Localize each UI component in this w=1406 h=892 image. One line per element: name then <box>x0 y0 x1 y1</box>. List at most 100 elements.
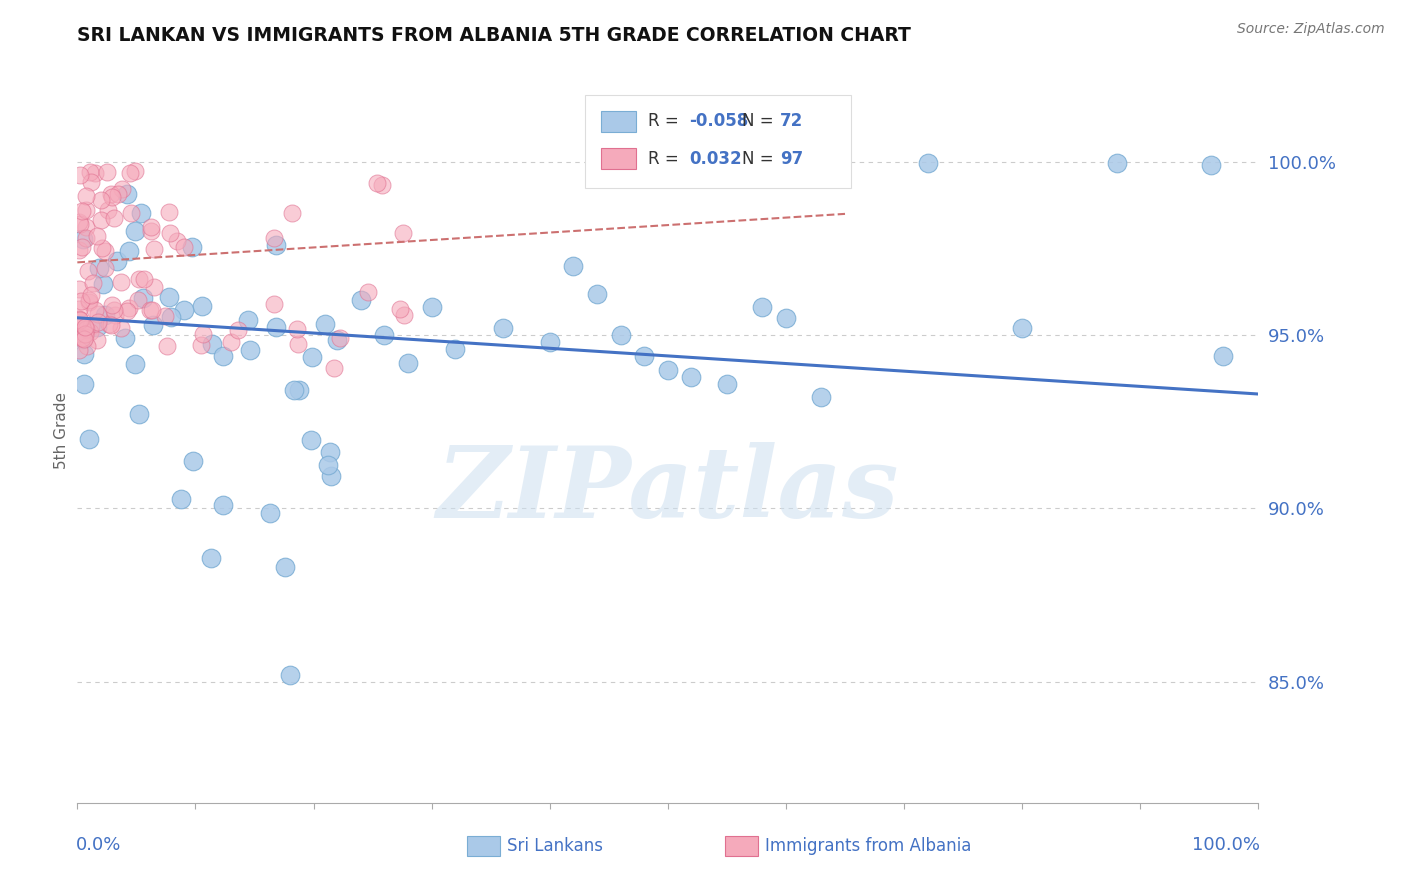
Point <box>93 244 115 259</box>
Point <box>67 243 90 257</box>
Point <box>264 237 287 252</box>
Point <box>87 260 110 275</box>
Point <box>103 303 125 318</box>
Point <box>321 468 343 483</box>
Point <box>169 492 191 507</box>
Point <box>366 176 388 190</box>
Point <box>115 303 138 318</box>
Point <box>75 320 97 334</box>
Point <box>67 301 90 316</box>
Text: Immigrants from Albania: Immigrants from Albania <box>765 837 972 855</box>
Point <box>129 205 152 219</box>
Point <box>183 453 205 467</box>
Point <box>118 301 141 316</box>
Point <box>716 376 738 391</box>
Point <box>105 254 128 268</box>
Point <box>139 224 162 238</box>
Text: 0.0%: 0.0% <box>76 837 121 855</box>
Point <box>371 178 394 192</box>
Point <box>110 276 132 290</box>
Point <box>173 240 195 254</box>
Point <box>97 203 120 218</box>
Point <box>80 318 103 333</box>
FancyBboxPatch shape <box>585 95 851 188</box>
Point <box>586 286 609 301</box>
Point <box>115 187 138 202</box>
Point <box>138 303 160 318</box>
Text: R =: R = <box>648 150 683 168</box>
Text: 100.0%: 100.0% <box>1191 837 1260 855</box>
Point <box>69 168 91 182</box>
Point <box>219 334 242 349</box>
Point <box>326 333 349 347</box>
Point <box>67 343 90 357</box>
Point <box>90 193 112 207</box>
Point <box>444 342 467 356</box>
Point <box>100 187 122 202</box>
Text: SRI LANKAN VS IMMIGRANTS FROM ALBANIA 5TH GRADE CORRELATION CHART: SRI LANKAN VS IMMIGRANTS FROM ALBANIA 5T… <box>77 26 911 45</box>
Text: N =: N = <box>742 150 779 168</box>
Point <box>562 259 585 273</box>
Point <box>392 308 415 322</box>
Text: N =: N = <box>742 112 779 130</box>
Point <box>283 383 305 397</box>
Text: 97: 97 <box>780 150 803 168</box>
Point <box>127 293 149 308</box>
Point <box>86 320 108 334</box>
Text: R =: R = <box>648 112 683 130</box>
Point <box>84 166 107 180</box>
Point <box>111 182 134 196</box>
Point <box>69 293 91 308</box>
Point <box>134 272 156 286</box>
Text: 72: 72 <box>780 112 803 130</box>
Point <box>100 318 122 333</box>
Point <box>299 434 322 448</box>
Point <box>72 347 94 361</box>
Point <box>1105 156 1128 170</box>
Point <box>142 318 165 332</box>
Point <box>388 301 411 316</box>
Point <box>87 307 110 321</box>
Point <box>79 164 101 178</box>
Point <box>67 215 90 229</box>
Point <box>75 220 97 235</box>
Point <box>1212 349 1234 363</box>
Point <box>124 224 146 238</box>
Point <box>132 291 155 305</box>
Point <box>301 350 323 364</box>
Point <box>79 325 101 339</box>
Point <box>80 175 103 189</box>
Point <box>392 226 415 240</box>
Point <box>70 240 93 254</box>
Point <box>201 336 224 351</box>
Point <box>86 229 108 244</box>
Point <box>281 205 304 219</box>
Point <box>77 295 100 310</box>
Point <box>329 330 352 344</box>
Point <box>420 301 443 315</box>
Point <box>73 320 96 334</box>
Point <box>775 310 797 325</box>
Point <box>239 343 262 358</box>
Bar <box>600 148 636 169</box>
Point <box>141 220 163 235</box>
Point <box>77 293 100 308</box>
Point <box>69 313 91 327</box>
Text: 0.032: 0.032 <box>689 150 742 168</box>
Point <box>190 337 212 351</box>
Point <box>810 391 832 405</box>
Point <box>96 165 118 179</box>
Point <box>160 310 183 324</box>
Point <box>212 499 235 513</box>
Point <box>94 260 117 275</box>
Point <box>319 445 342 459</box>
Point <box>264 320 287 334</box>
Point <box>212 349 235 363</box>
Point <box>110 321 132 335</box>
Point <box>94 308 117 322</box>
Point <box>124 358 146 372</box>
Point <box>917 155 939 169</box>
Point <box>263 297 285 311</box>
Point <box>350 293 373 308</box>
Point <box>128 407 150 421</box>
